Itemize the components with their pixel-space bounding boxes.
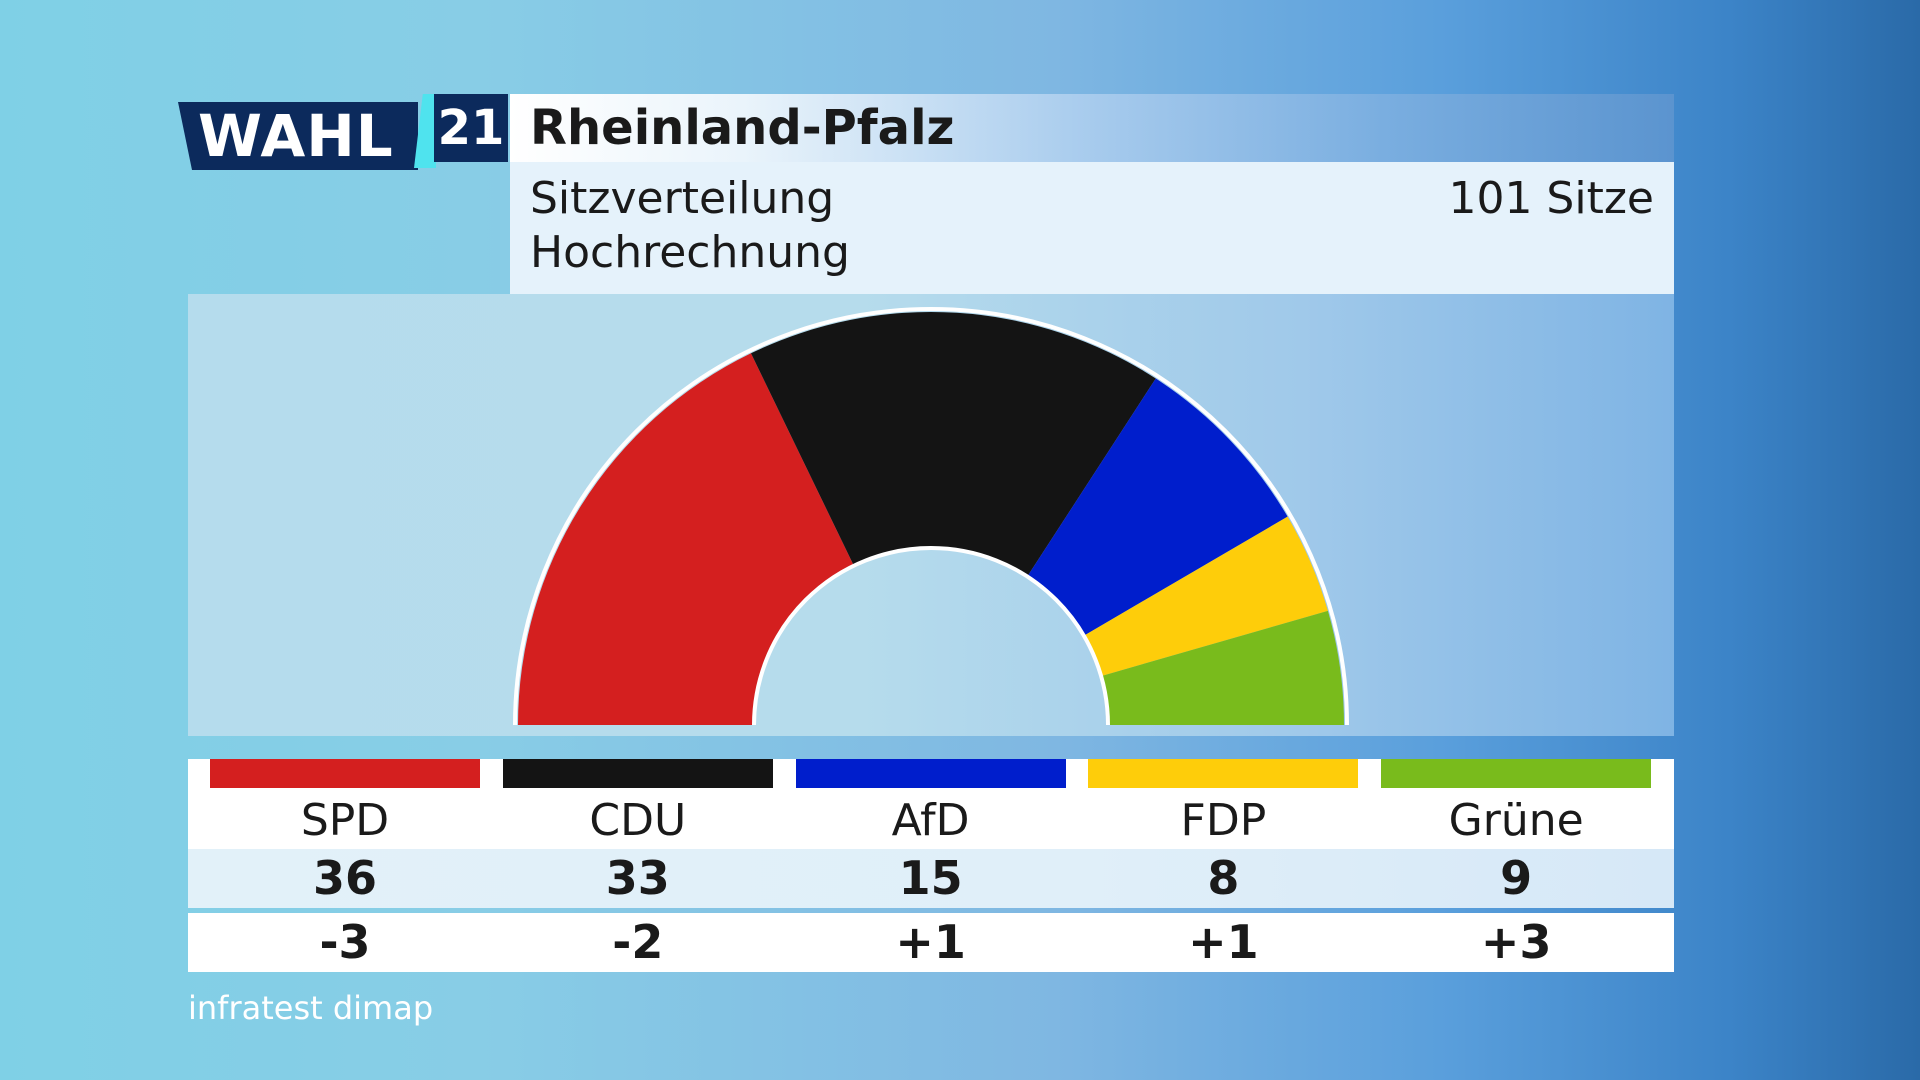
seat-change: +1: [1188, 915, 1259, 969]
change-cell: +1: [796, 913, 1089, 972]
seat-segment-spd: [518, 353, 854, 725]
seat-count: 8: [1207, 851, 1240, 905]
seat-segment-gr-ne: [1102, 610, 1344, 725]
seats-row: 36 33 15 8 9: [188, 849, 1674, 908]
seat-segment-cdu: [750, 312, 1156, 576]
party-name: CDU: [589, 795, 687, 846]
party-color-bar: [795, 759, 1066, 788]
party-names-row: SPD CDU AfD FDP Grüne: [188, 759, 1674, 849]
party-name: SPD: [300, 795, 390, 846]
change-cell: +1: [1088, 913, 1381, 972]
party-cell: AfD: [795, 759, 1089, 849]
seat-cell: 8: [1088, 849, 1381, 908]
subtitle-projection: Hochrechnung: [530, 227, 850, 278]
wahl-year-badge: 21: [434, 94, 508, 162]
change-cell: -2: [503, 913, 796, 972]
change-row: -3 -2 +1 +1 +3: [188, 913, 1674, 972]
seat-cell: 33: [503, 849, 796, 908]
party-cell: Grüne: [1381, 759, 1674, 849]
title-bar: Rheinland-Pfalz: [510, 94, 1674, 162]
subtitle-box: Sitzverteilung Hochrechnung 101 Sitze: [510, 162, 1674, 294]
subtitle-seat-distribution: Sitzverteilung: [530, 173, 835, 224]
seat-count: 36: [312, 851, 377, 905]
chart-panel: [188, 294, 1674, 736]
seat-change: +1: [895, 915, 966, 969]
party-name: Grüne: [1448, 795, 1584, 846]
parliament-inner-rim: [752, 546, 1110, 726]
total-seats-label: 101 Sitze: [1448, 173, 1654, 224]
party-cell: FDP: [1088, 759, 1381, 849]
party-cell: SPD: [210, 759, 503, 849]
parliament-chart: [513, 307, 1349, 726]
seat-change: +3: [1480, 915, 1552, 969]
party-color-bar: [1088, 759, 1359, 788]
seat-count: 15: [898, 851, 963, 905]
party-name: FDP: [1180, 795, 1267, 846]
page-title: Rheinland-Pfalz: [530, 100, 955, 156]
parliament-outer-rim: [513, 307, 1349, 726]
party-color-bar: [502, 759, 773, 788]
seat-change: -3: [319, 915, 371, 969]
party-cell: CDU: [502, 759, 796, 849]
seat-cell: 36: [210, 849, 503, 908]
wahl-logo: WAHL: [178, 102, 418, 170]
seat-change: -2: [612, 915, 664, 969]
seat-segment-afd: [1027, 378, 1288, 636]
change-cell: -3: [210, 913, 503, 972]
seat-cell: 9: [1381, 849, 1674, 908]
party-color-bar: [1381, 759, 1652, 788]
results-table: SPD CDU AfD FDP Grüne 36 33 15 8: [188, 759, 1674, 972]
change-cell: +3: [1381, 913, 1674, 972]
source-credit: infratest dimap: [188, 989, 434, 1027]
party-name: AfD: [891, 795, 970, 846]
seat-cell: 15: [796, 849, 1089, 908]
seat-count: 33: [605, 851, 670, 905]
seat-segment-fdp: [1084, 516, 1328, 676]
seat-count: 9: [1500, 851, 1533, 905]
party-color-bar: [210, 759, 480, 788]
